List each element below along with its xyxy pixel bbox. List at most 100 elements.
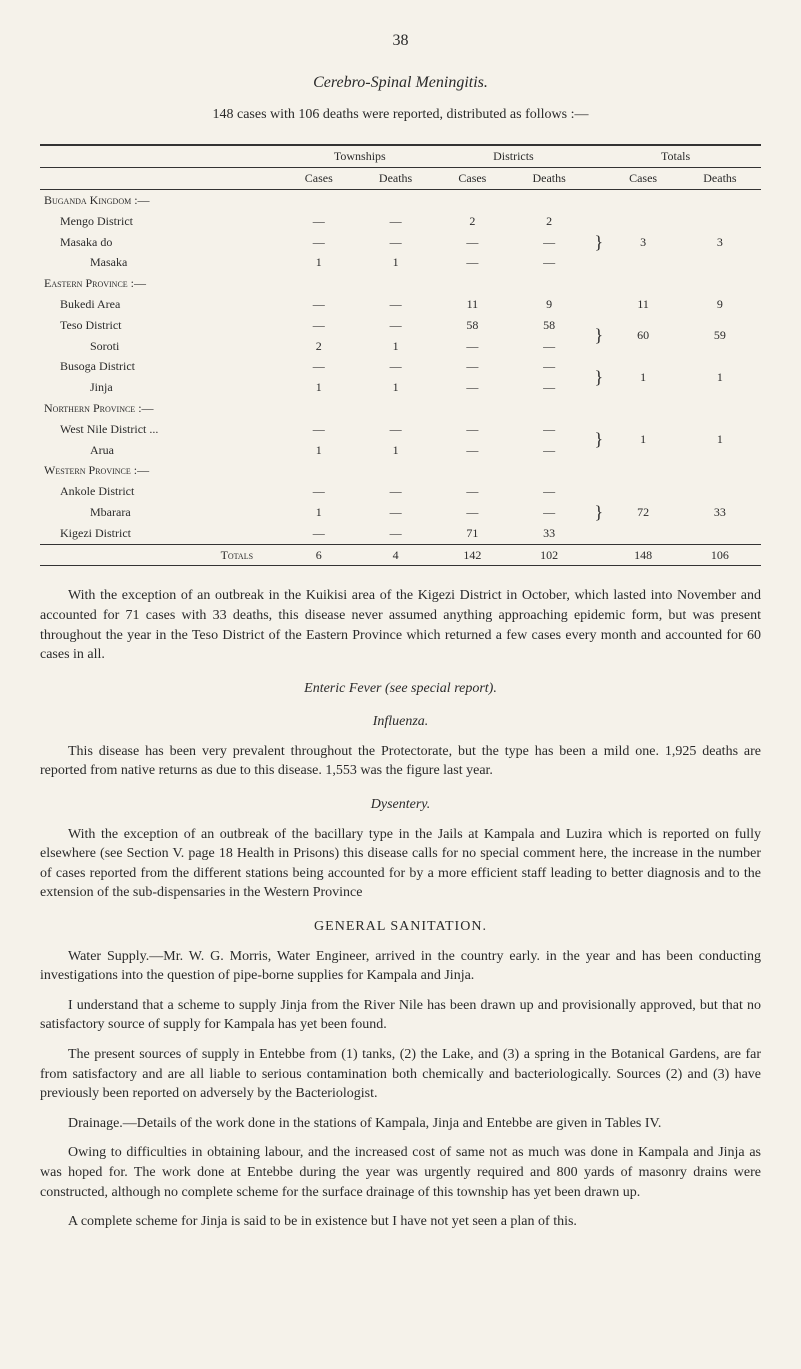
cell: — (508, 440, 590, 461)
page-number: 38 (40, 30, 761, 52)
cell: — (437, 440, 509, 461)
cell: — (508, 232, 590, 253)
cell: — (508, 377, 590, 398)
table-group-header: Townships Districts Totals (40, 146, 761, 168)
cell: — (437, 356, 509, 377)
subtotal-deaths: 9 (679, 294, 761, 315)
region-buganda: Buganda Kingdom :— (40, 189, 761, 210)
totals-row: Totals 6 4 142 102 148 106 (40, 544, 761, 566)
cell: — (437, 377, 509, 398)
cell: — (283, 356, 355, 377)
section-header-dysentery: Dysentery. (40, 795, 761, 815)
totals-label: Totals (40, 544, 283, 566)
total-cell: 102 (508, 544, 590, 566)
row-label: Teso District (40, 315, 283, 336)
cell: 33 (508, 523, 590, 544)
cell: — (355, 419, 437, 440)
subtotal-cases: 3 (607, 211, 679, 273)
region-row: Western Province :— (40, 460, 761, 481)
subtotal-deaths: 1 (679, 356, 761, 398)
cell: 1 (355, 252, 437, 273)
table-row: Bukedi Area — — 11 9 11 9 (40, 294, 761, 315)
col-districts: Districts (437, 146, 591, 168)
subtotal-cases: 11 (607, 294, 679, 315)
cell: 11 (437, 294, 509, 315)
total-cell: 4 (355, 544, 437, 566)
cell: — (283, 315, 355, 336)
intro-line: 148 cases with 106 deaths were reported,… (40, 105, 761, 125)
cell: — (283, 523, 355, 544)
cell: 1 (355, 377, 437, 398)
cell: — (508, 481, 590, 502)
cell: 71 (437, 523, 509, 544)
paragraph: With the exception of an outbreak of the… (40, 825, 761, 903)
paragraph: The present sources of supply in Entebbe… (40, 1045, 761, 1104)
cell: — (355, 356, 437, 377)
table-row: West Nile District ... — — — — } 1 1 (40, 419, 761, 440)
th-deaths: Deaths (508, 168, 590, 190)
cell: 2 (283, 336, 355, 357)
cell: 1 (283, 377, 355, 398)
cell: 1 (283, 440, 355, 461)
paragraph: Water Supply.—Mr. W. G. Morris, Water En… (40, 947, 761, 986)
cell: — (355, 315, 437, 336)
cases-table: Townships Districts Totals Cases Deaths … (40, 145, 761, 566)
cell: — (355, 502, 437, 523)
brace-icon: } (590, 211, 607, 273)
subtotal-cases: 1 (607, 419, 679, 461)
row-label: Bukedi Area (40, 294, 283, 315)
row-label: Masaka do (40, 232, 283, 253)
subtotal-cases: 1 (607, 356, 679, 398)
cell: — (283, 419, 355, 440)
paragraph: This disease has been very prevalent thr… (40, 742, 761, 781)
paragraph: With the exception of an outbreak in the… (40, 586, 761, 664)
cell: 1 (355, 440, 437, 461)
th-cases: Cases (607, 168, 679, 190)
cell: — (508, 419, 590, 440)
paragraph: Owing to difficulties in obtaining labou… (40, 1143, 761, 1202)
row-label: Ankole District (40, 481, 283, 502)
cell: — (355, 481, 437, 502)
subtotal-deaths: 33 (679, 481, 761, 544)
row-label: Arua (40, 440, 283, 461)
row-label: Mbarara (40, 502, 283, 523)
region-row: Buganda Kingdom :— (40, 189, 761, 210)
cell: — (283, 481, 355, 502)
cell: 1 (283, 502, 355, 523)
cell: — (437, 502, 509, 523)
col-townships: Townships (283, 146, 437, 168)
subtotal-deaths: 1 (679, 419, 761, 461)
paragraph: I understand that a scheme to supply Jin… (40, 996, 761, 1035)
region-eastern: Eastern Province :— (40, 273, 761, 294)
col-totals: Totals (590, 146, 761, 168)
cell: — (437, 481, 509, 502)
cell: — (508, 252, 590, 273)
total-cell: 148 (607, 544, 679, 566)
row-label: Mengo District (40, 211, 283, 232)
subtotal-deaths: 59 (679, 315, 761, 357)
disease-title: Cerebro-Spinal Meningitis. (40, 72, 761, 94)
cell: — (355, 232, 437, 253)
cell: — (437, 336, 509, 357)
cell: — (283, 211, 355, 232)
table-row: Teso District — — 58 58 } 60 59 (40, 315, 761, 336)
table-row: Mengo District — — 2 2 } 3 3 (40, 211, 761, 232)
subtotal-cases: 72 (607, 481, 679, 544)
th-cases: Cases (283, 168, 355, 190)
cell: — (437, 232, 509, 253)
region-northern: Northern Province :— (40, 398, 761, 419)
row-label: Kigezi District (40, 523, 283, 544)
section-header-sanitation: GENERAL SANITATION. (40, 917, 761, 937)
region-row: Eastern Province :— (40, 273, 761, 294)
cell: — (437, 419, 509, 440)
cell: — (508, 502, 590, 523)
table-row: Busoga District — — — — } 1 1 (40, 356, 761, 377)
table-sub-header: Cases Deaths Cases Deaths Cases Deaths (40, 168, 761, 190)
th-deaths: Deaths (355, 168, 437, 190)
row-label: West Nile District ... (40, 419, 283, 440)
subtotal-deaths: 3 (679, 211, 761, 273)
brace-icon: } (590, 481, 607, 544)
cell: — (355, 211, 437, 232)
cell: 58 (437, 315, 509, 336)
th-deaths: Deaths (679, 168, 761, 190)
